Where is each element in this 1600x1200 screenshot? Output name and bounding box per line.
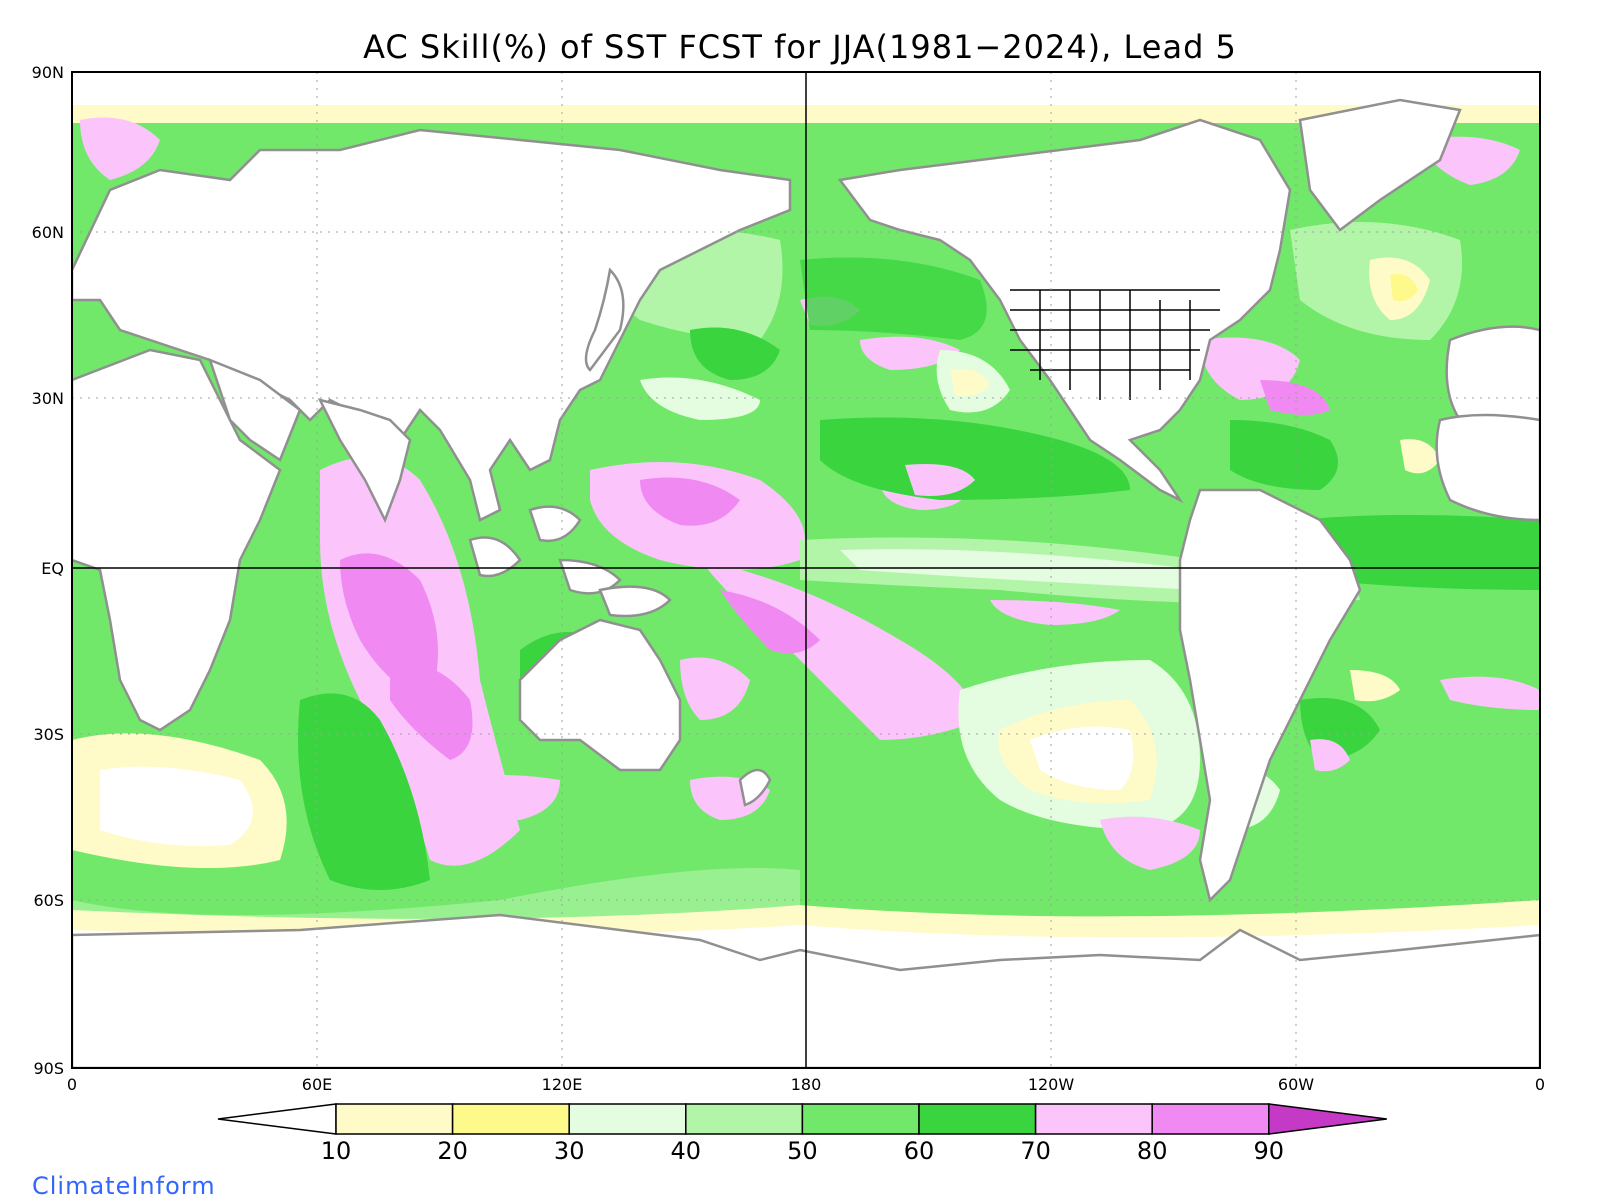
africa-land	[72, 348, 282, 732]
map-title: AC Skill(%) of SST FCST for JJA(1981−202…	[363, 28, 1237, 66]
greenland-land	[1298, 98, 1462, 232]
lon-label: 0	[1535, 1075, 1545, 1094]
us-state-borders	[1010, 289, 1220, 400]
colorbar-tick-label: 60	[904, 1137, 935, 1165]
colorbar-tick-label: 50	[787, 1137, 818, 1165]
lat-label: 90S	[33, 1059, 64, 1078]
colorbar-segment	[335, 1103, 454, 1135]
colorbar-segment	[451, 1103, 570, 1135]
maritime-continent-land	[468, 536, 522, 578]
colorbar-segment	[918, 1103, 1037, 1135]
credit-label: ClimateInform	[32, 1172, 216, 1200]
lat-label: 60N	[32, 223, 64, 242]
colorbar: 10 20 30 40 50 60 70 80 90	[217, 1103, 1387, 1165]
lon-label: 180	[791, 1075, 822, 1094]
lat-label: 60S	[33, 891, 64, 910]
colorbar-tick-label: 40	[671, 1137, 702, 1165]
colorbar-segment	[568, 1103, 687, 1135]
colorbar-high-arrow	[1268, 1103, 1387, 1135]
colorbar-tick-label: 70	[1020, 1137, 1051, 1165]
colorbar-tick-label: 90	[1254, 1137, 1285, 1165]
colorbar-segment	[1151, 1103, 1270, 1135]
lat-label: EQ	[41, 559, 64, 578]
colorbar-tick-label: 10	[321, 1137, 352, 1165]
colorbar-segment	[1034, 1103, 1153, 1135]
lat-label: 90N	[32, 63, 64, 82]
lon-label: 120W	[1028, 1075, 1075, 1094]
colorbar-segment	[801, 1103, 920, 1135]
colorbar-segment	[685, 1103, 804, 1135]
lat-label: 30S	[33, 725, 64, 744]
lon-label: 0	[67, 1075, 77, 1094]
lon-label: 60W	[1278, 1075, 1314, 1094]
south-america-land	[1178, 488, 1362, 903]
latitude-axis: 90N 60N 30N EQ 30S 60S 90S	[32, 63, 64, 1078]
lon-label: 60E	[302, 1075, 332, 1094]
colorbar-tick-label: 80	[1137, 1137, 1168, 1165]
map-frame	[71, 71, 1541, 1069]
lon-label: 120E	[542, 1075, 583, 1094]
longitude-axis: 0 60E 120E 180 120W 60W 0	[67, 1075, 1545, 1094]
india-land	[317, 398, 412, 524]
colorbar-tick-label: 30	[554, 1137, 585, 1165]
gridlines	[72, 72, 1540, 1068]
lat-label: 30N	[32, 389, 64, 408]
colorbar-tick-label: 20	[437, 1137, 468, 1165]
australia-land	[518, 618, 682, 772]
arabia-land	[207, 357, 302, 462]
colorbar-low-arrow	[217, 1103, 337, 1135]
